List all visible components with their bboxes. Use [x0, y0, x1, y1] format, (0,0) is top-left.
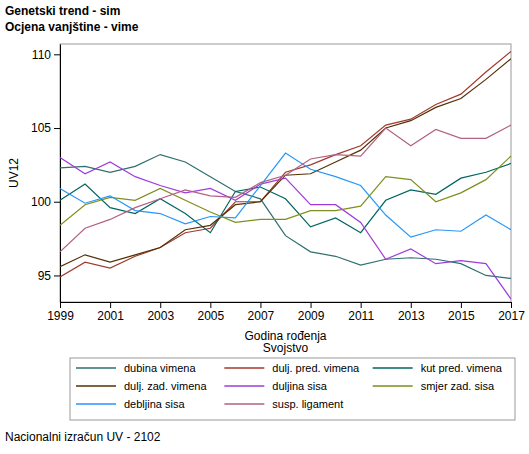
y-axis-title: UV12 [7, 158, 21, 188]
legend-swatch [373, 367, 413, 369]
legend-frame [70, 358, 515, 420]
legend-item: debljina sisa [76, 398, 185, 410]
x-tick-label: 2013 [398, 309, 425, 323]
x-tick-label: 2015 [448, 309, 475, 323]
plot-frame [60, 44, 511, 302]
subtitle: Ocjena vanjštine - vime [5, 20, 139, 34]
x-tick-label: 1999 [47, 309, 74, 323]
legend-label: duljina sisa [272, 380, 327, 392]
series-line [60, 153, 511, 237]
x-axis: 1999 2001 2003 2005 2007 2009 2011 2013 2015 2017 [47, 302, 525, 323]
y-tick-line [54, 54, 60, 55]
x-tick: 1999 [47, 302, 74, 323]
legend-swatch [76, 403, 116, 405]
x-tick-label: 2009 [298, 309, 325, 323]
legend-label: dulj. pred. vimena [272, 362, 360, 374]
legend-item: dulj. zad. vimena [76, 380, 207, 392]
x-tick: 2007 [248, 302, 275, 323]
x-tick-label: 2003 [147, 309, 174, 323]
x-tick-label: 2017 [498, 309, 525, 323]
legend-swatch [224, 367, 264, 369]
legend-title: Svojstvo [263, 341, 309, 355]
x-tick-line [361, 302, 362, 308]
y-tick: 100 [31, 195, 60, 209]
series-line [60, 158, 511, 300]
legend-label: dubina vimena [124, 362, 196, 374]
legend-swatch [76, 385, 116, 387]
legend-label: debljina sisa [124, 398, 185, 410]
legend-swatch [224, 385, 264, 387]
y-tick-label: 95 [38, 269, 52, 283]
y-tick-line [54, 275, 60, 276]
series-line [60, 156, 511, 225]
legend-swatch [224, 403, 264, 405]
y-tick-line [54, 128, 60, 129]
legend-swatch [373, 385, 413, 387]
x-tick: 2001 [97, 302, 124, 323]
x-tick-line [160, 302, 161, 308]
legend-label: dulj. zad. vimena [124, 380, 207, 392]
legend-label: susp. ligament [272, 398, 343, 410]
legend-label: kut pred. vimena [421, 362, 503, 374]
x-tick-line [511, 302, 512, 308]
x-tick-line [210, 302, 211, 308]
series-line [60, 59, 511, 267]
x-tick: 2005 [197, 302, 224, 323]
y-tick-label: 110 [32, 48, 51, 62]
legend-item: dulj. pred. vimena [224, 362, 360, 374]
x-tick-label: 2001 [97, 309, 124, 323]
x-tick-line [411, 302, 412, 308]
series-line [60, 51, 511, 277]
x-tick: 2017 [498, 302, 525, 323]
y-axis-line [60, 45, 61, 303]
x-tick: 2009 [298, 302, 325, 323]
x-axis-line [61, 302, 512, 303]
legend-item: dubina vimena [76, 362, 196, 374]
lines [60, 51, 511, 299]
footnote: Nacionalni izračun UV - 2102 [5, 430, 161, 444]
x-tick-label: 2005 [197, 309, 224, 323]
x-tick-line [260, 302, 261, 308]
y-tick-line [54, 202, 60, 203]
x-tick: 2015 [448, 302, 475, 323]
y-axis: 95 100 105 110 [31, 45, 61, 303]
x-tick-line [60, 302, 61, 308]
legend-label: smjer zad. sisa [421, 380, 495, 392]
series-line [60, 125, 511, 252]
x-tick-line [461, 302, 462, 308]
y-tick: 105 [31, 121, 60, 135]
x-tick-line [110, 302, 111, 308]
legend-item: kut pred. vimena [373, 362, 503, 374]
x-tick: 2011 [348, 302, 374, 323]
legend-item: duljina sisa [224, 380, 327, 392]
chart: Genetski trend - sim Ocjena vanjštine - v… [0, 0, 529, 454]
series-line [60, 163, 511, 232]
x-tick-label: 2011 [348, 309, 374, 323]
title: Genetski trend - sim [5, 4, 120, 18]
y-tick-label: 100 [31, 195, 51, 209]
x-tick: 2003 [147, 302, 174, 323]
y-tick: 110 [32, 48, 60, 62]
legend-item: smjer zad. sisa [373, 380, 495, 392]
x-tick: 2013 [398, 302, 425, 323]
x-tick-label: 2007 [248, 309, 275, 323]
y-tick: 95 [38, 269, 60, 283]
x-tick-line [311, 302, 312, 308]
legend-swatch [76, 367, 116, 369]
legend-item: susp. ligament [224, 398, 343, 410]
y-tick-label: 105 [31, 121, 51, 135]
